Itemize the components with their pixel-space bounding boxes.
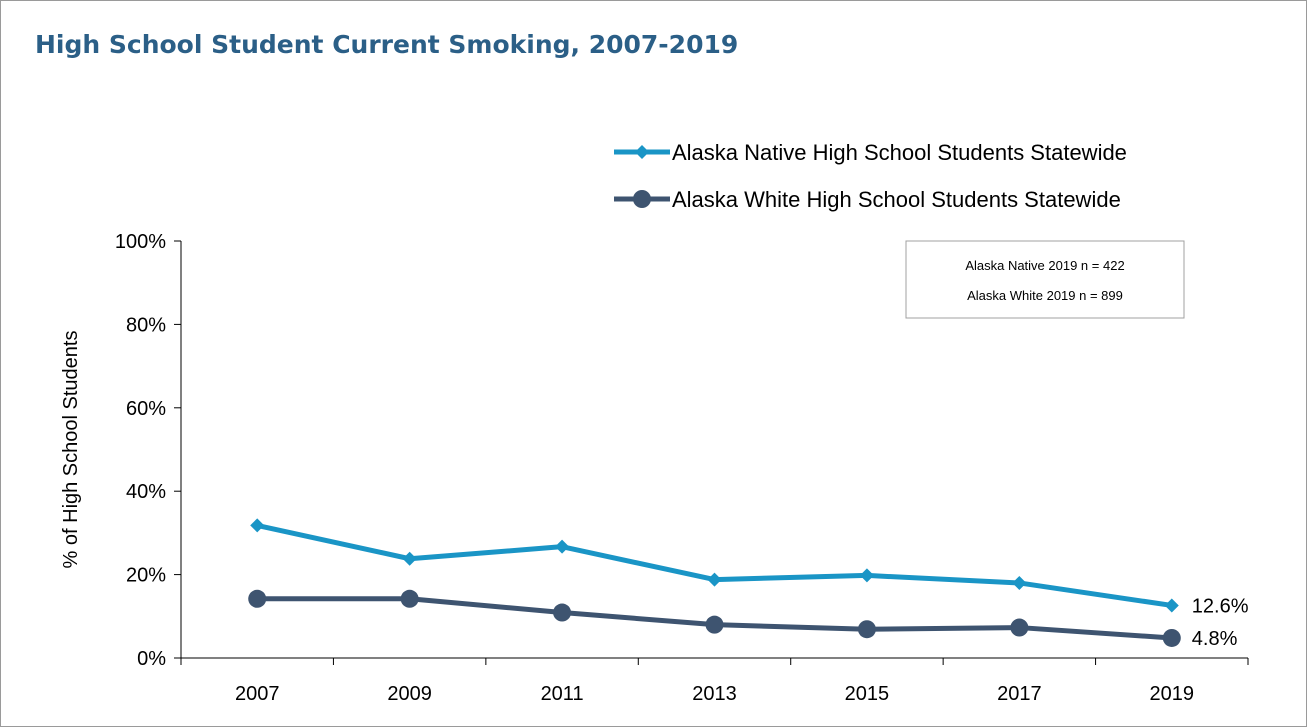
data-point — [250, 518, 265, 533]
data-point — [553, 603, 572, 622]
x-tick-label: 2017 — [997, 683, 1042, 705]
chart-title: High School Student Current Smoking, 200… — [35, 30, 739, 59]
data-point — [400, 589, 419, 608]
data-point — [1012, 575, 1027, 590]
y-tick-label: 20% — [126, 565, 166, 587]
y-tick-label: 100% — [115, 231, 166, 253]
data-point — [857, 620, 876, 639]
legend-item-2: Alaska White High School Students Statew… — [614, 187, 1121, 212]
legend: Alaska Native High School Students State… — [614, 140, 1127, 212]
series-line — [256, 522, 1173, 608]
legend-label: Alaska Native High School Students State… — [672, 140, 1127, 165]
sample-size-note: Alaska Native 2019 n = 422 Alaska White 2… — [905, 240, 1185, 319]
x-tick-label: 2015 — [845, 683, 890, 705]
data-point — [1010, 618, 1029, 637]
data-point — [859, 568, 874, 583]
legend-item-1: Alaska Native High School Students State… — [614, 140, 1127, 165]
end-value-label: 4.8% — [1192, 628, 1238, 650]
y-tick-label: 0% — [137, 648, 166, 670]
data-point — [1164, 598, 1179, 613]
data-point — [705, 615, 724, 634]
x-tick-label: 2011 — [541, 683, 584, 705]
data-point — [248, 589, 267, 608]
series-2: 4.8% — [248, 589, 1238, 650]
x-tick-label: 2009 — [387, 683, 432, 705]
y-tick-label: 60% — [126, 398, 166, 420]
data-point — [555, 539, 570, 554]
x-tick-label: 2013 — [692, 683, 737, 705]
data-point — [1162, 628, 1181, 647]
legend-label: Alaska White High School Students Statew… — [672, 187, 1121, 212]
note-line: Alaska Native 2019 n = 422 — [965, 258, 1124, 273]
x-tick-label: 2007 — [235, 683, 280, 705]
note-line: Alaska White 2019 n = 899 — [967, 288, 1123, 303]
series-group: 12.6% 4.8% — [248, 518, 1249, 650]
series-1: 12.6% — [250, 518, 1249, 617]
note-box — [905, 240, 1185, 319]
legend-marker — [635, 145, 649, 159]
legend-marker — [633, 190, 651, 208]
x-tick-label: 2019 — [1150, 683, 1195, 705]
data-point — [707, 572, 722, 587]
y-tick-label: 80% — [126, 314, 166, 336]
y-tick-label: 40% — [126, 481, 166, 503]
axes: 0% 20% 40% 60% 80% 100% 2007 2009 2011 2013 2015 20… — [60, 231, 1249, 705]
data-point — [402, 551, 417, 566]
y-axis-title: % of High School Students — [60, 331, 82, 569]
end-value-label: 12.6% — [1192, 595, 1249, 617]
